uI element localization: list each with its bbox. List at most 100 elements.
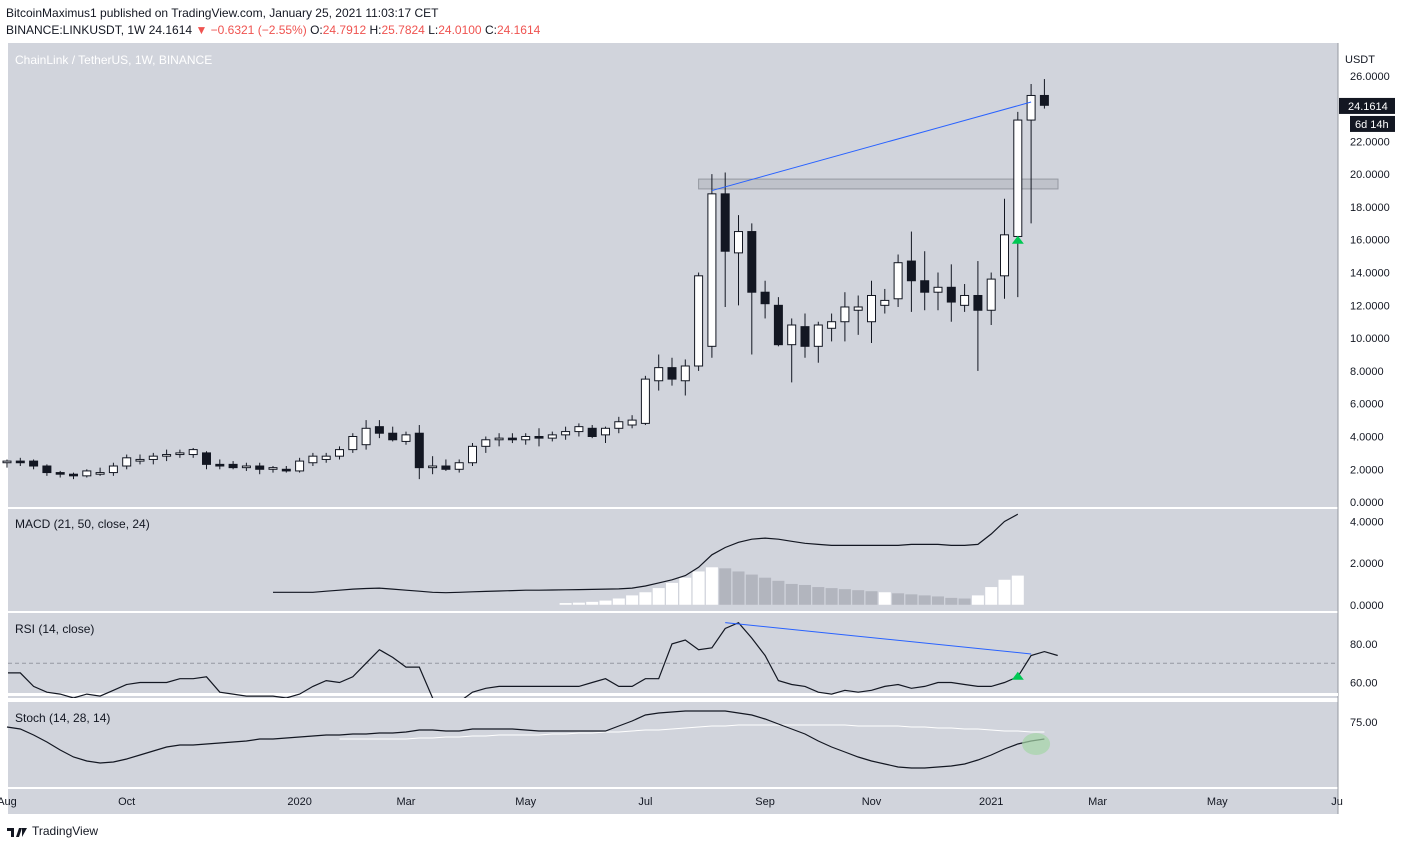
candle — [295, 457, 305, 473]
candle-body — [202, 452, 211, 465]
candle — [135, 454, 145, 465]
candle — [893, 254, 903, 307]
candle-body — [893, 262, 903, 300]
candle-body — [734, 231, 743, 254]
candle-body — [42, 465, 52, 474]
candle — [920, 251, 930, 311]
candle — [973, 261, 983, 371]
macd-title: MACD (21, 50, close, 24) — [15, 517, 150, 531]
macd-histogram-bar — [985, 587, 998, 605]
stoch-pane: Stoch (14, 28, 14) 75.00 — [6, 710, 1378, 769]
time-tick-label: Aug — [0, 796, 17, 808]
macd-histogram-bar — [905, 594, 918, 605]
stoch-title: Stoch (14, 28, 14) — [15, 711, 110, 725]
candle — [1000, 198, 1009, 299]
candle-body — [813, 324, 823, 347]
time-tick-label: Ju — [1331, 796, 1343, 808]
price-tick-label: 26.0000 — [1350, 71, 1390, 83]
macd-histogram-bar — [1011, 575, 1024, 605]
candle-body — [694, 275, 704, 367]
last-price-tag-label: 24.1614 — [1348, 101, 1388, 113]
high-value: 25.7824 — [381, 23, 425, 37]
macd-histogram-bar — [785, 583, 798, 605]
symbol-label[interactable]: BINANCE:LINKUSDT, 1W — [6, 23, 146, 37]
header-publisher-line: BitcoinMaximus1 published on TradingView… — [6, 6, 439, 20]
candle-body — [747, 231, 757, 293]
time-tick-label: Oct — [118, 796, 135, 808]
candle — [640, 375, 650, 426]
rsi-signal-triangle — [1011, 671, 1024, 680]
footer-brand-text[interactable]: TradingView — [32, 824, 99, 838]
price-tick-label: 22.0000 — [1350, 136, 1390, 148]
candle-body — [627, 419, 637, 426]
macd-histogram-bar — [759, 577, 772, 605]
candle — [601, 426, 610, 444]
macd-histogram-bar — [852, 590, 865, 605]
candle — [840, 292, 850, 342]
rsi-divergence-line — [725, 622, 1032, 655]
candle-body — [82, 470, 92, 477]
header-ohlc-line: BINANCE:LINKUSDT, 1W 24.1614 ▼ −0.6321 (… — [6, 23, 540, 37]
candle-body — [401, 434, 411, 442]
candle-body — [295, 460, 305, 472]
macd-histogram-bar — [838, 589, 851, 605]
price-tick-label: 14.0000 — [1350, 268, 1390, 280]
candle-body — [241, 465, 251, 469]
candle — [281, 466, 291, 473]
macd-histogram-bar — [945, 597, 958, 605]
macd-pane: MACD (21, 50, close, 24) 4.0000 2.0000 0.00… — [15, 513, 1384, 612]
candle — [867, 280, 876, 344]
candle — [428, 456, 438, 475]
macd-histogram-bar — [932, 596, 944, 605]
rsi-pane: RSI (14, close) 80.00 60.00 — [8, 621, 1378, 698]
price-tick-label: 8.0000 — [1350, 366, 1384, 378]
candle-body — [1000, 234, 1009, 277]
candle — [55, 470, 65, 478]
macd-histogram-bar — [865, 591, 878, 605]
candle — [933, 272, 943, 311]
pane-2-background — [8, 613, 1338, 698]
time-tick-label: Mar — [1088, 796, 1107, 808]
candle-body — [15, 460, 25, 464]
stoch-d-line — [339, 724, 1045, 740]
candle-body — [255, 465, 265, 470]
candle — [587, 425, 597, 439]
countdown-tag — [1350, 115, 1395, 132]
candle — [734, 215, 743, 306]
time-tick-label: May — [515, 796, 536, 808]
candle-body — [973, 294, 983, 311]
candle-body — [361, 427, 371, 446]
macd-histogram-bar — [825, 588, 838, 605]
time-tick-label: Jul — [638, 796, 652, 808]
publisher-name[interactable]: BitcoinMaximus1 — [6, 6, 97, 20]
macd-histogram-bar — [719, 568, 732, 605]
macd-histogram-bar — [812, 587, 825, 605]
stoch-tick-label: 75.00 — [1350, 717, 1378, 729]
candle — [228, 461, 238, 470]
candle-body — [867, 294, 876, 323]
macd-histogram-bar — [918, 595, 931, 605]
candle-body — [986, 278, 996, 311]
candle-body — [481, 439, 491, 447]
candle — [241, 462, 251, 471]
candle — [29, 459, 39, 470]
candle-body — [428, 465, 438, 469]
candle — [614, 416, 624, 434]
open-value: 24.7912 — [322, 23, 367, 37]
candle-body — [946, 286, 956, 303]
rsi-tick-label: 60.00 — [1350, 678, 1378, 690]
candle-body — [920, 280, 930, 293]
price-tick-label: 18.0000 — [1350, 202, 1390, 214]
candle — [162, 449, 172, 462]
candle — [268, 466, 278, 473]
candle-body — [321, 455, 331, 460]
candle — [561, 426, 571, 440]
close-value: 24.1614 — [496, 23, 541, 37]
candle — [308, 452, 318, 467]
candle-body — [507, 437, 517, 441]
pane-3-background — [8, 702, 1338, 787]
candle-body — [348, 435, 358, 451]
last-price-tag — [1339, 97, 1395, 114]
candle-body — [268, 467, 278, 470]
